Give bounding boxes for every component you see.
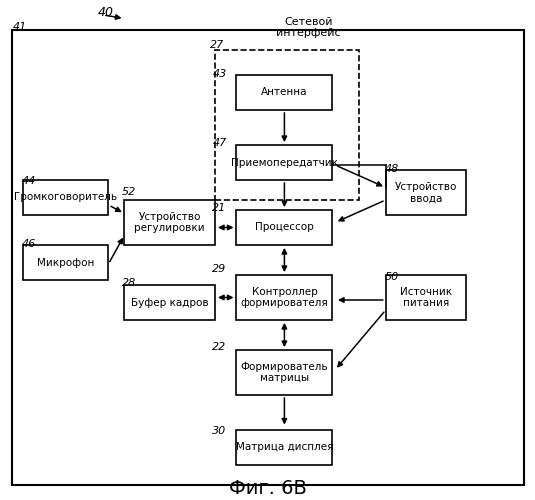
Text: 44: 44 bbox=[22, 176, 36, 186]
Bar bbox=[215, 50, 359, 200]
Bar bbox=[236, 350, 332, 395]
Text: Микрофон: Микрофон bbox=[37, 258, 95, 268]
Bar bbox=[23, 180, 109, 215]
Bar bbox=[386, 170, 465, 215]
Text: 22: 22 bbox=[212, 342, 227, 352]
Text: 43: 43 bbox=[212, 69, 227, 79]
Text: Буфер кадров: Буфер кадров bbox=[131, 298, 209, 308]
Text: 30: 30 bbox=[212, 426, 227, 436]
Bar bbox=[125, 285, 215, 320]
Text: 41: 41 bbox=[12, 22, 27, 32]
Bar bbox=[23, 245, 109, 280]
Text: Процессор: Процессор bbox=[255, 222, 314, 232]
Bar bbox=[236, 145, 332, 180]
Bar bbox=[386, 275, 465, 320]
Text: 28: 28 bbox=[122, 278, 136, 287]
Text: Контроллер
формирователя: Контроллер формирователя bbox=[241, 286, 328, 308]
Text: 21: 21 bbox=[212, 203, 227, 213]
Text: Антенна: Антенна bbox=[261, 88, 308, 98]
Text: 40: 40 bbox=[98, 6, 114, 19]
Bar bbox=[236, 210, 332, 245]
Bar bbox=[236, 75, 332, 110]
Text: Сетевой
интерфейс: Сетевой интерфейс bbox=[276, 16, 341, 38]
Text: 27: 27 bbox=[210, 40, 224, 50]
Text: Громкоговоритель: Громкоговоритель bbox=[14, 192, 117, 202]
Bar bbox=[236, 275, 332, 320]
Text: Матрица дисплея: Матрица дисплея bbox=[235, 442, 333, 452]
Text: Источник
питания: Источник питания bbox=[400, 286, 452, 308]
Text: 52: 52 bbox=[122, 187, 136, 197]
Bar bbox=[125, 200, 215, 245]
Text: 50: 50 bbox=[385, 272, 399, 282]
Text: Устройство
ввода: Устройство ввода bbox=[394, 182, 457, 204]
Text: Устройство
регулировки: Устройство регулировки bbox=[134, 212, 205, 234]
Text: Приемопередатчик: Приемопередатчик bbox=[231, 158, 338, 168]
Text: 48: 48 bbox=[385, 164, 399, 174]
Text: Формирователь
матрицы: Формирователь матрицы bbox=[241, 362, 328, 384]
Text: Фиг. 6B: Фиг. 6B bbox=[230, 478, 307, 498]
Bar bbox=[236, 430, 332, 465]
Text: 47: 47 bbox=[212, 138, 227, 148]
Text: 29: 29 bbox=[212, 264, 227, 274]
Text: 46: 46 bbox=[22, 239, 36, 249]
